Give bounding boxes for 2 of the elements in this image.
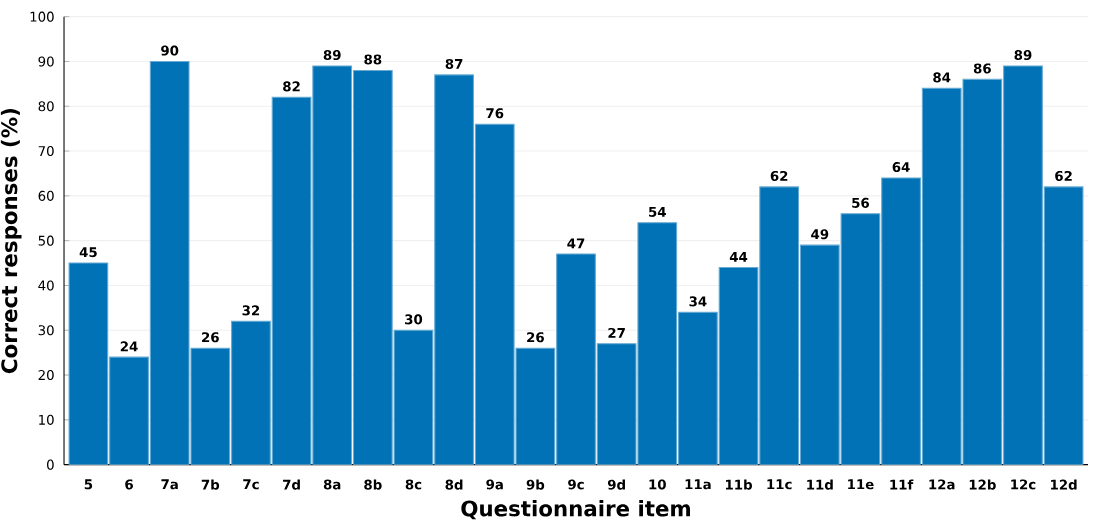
y-axis-title: Correct responses (%) [0,109,22,374]
x-axis-title: Questionnaire item [461,500,690,520]
